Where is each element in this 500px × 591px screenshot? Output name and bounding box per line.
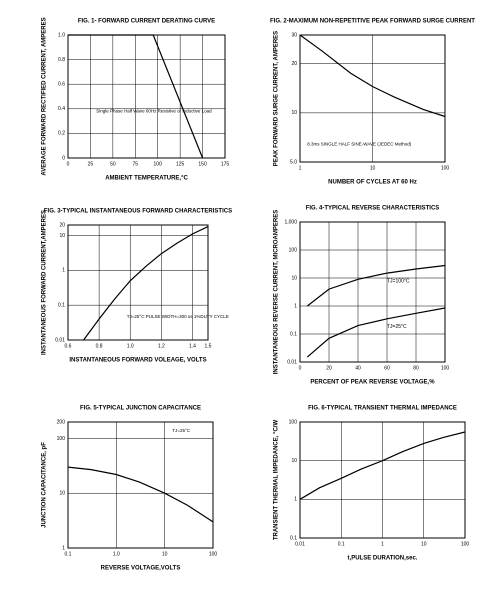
plot-frame — [299, 221, 446, 363]
x-tick-label: 1.5 — [205, 343, 212, 349]
y-tick-label: 10 — [59, 233, 65, 239]
y-tick-label: 0.1 — [58, 302, 65, 308]
y-tick-label: 1 — [294, 303, 297, 309]
x-tick-label: 1.0 — [127, 343, 134, 349]
x-tick-label: 100 — [209, 551, 218, 557]
x-tick-label: 60 — [384, 365, 390, 371]
x-tick-label: 100 — [154, 161, 163, 167]
x-tick-label: 20 — [326, 365, 332, 371]
y-tick-label: 0.4 — [58, 106, 65, 112]
x-tick-label: 0.1 — [65, 551, 72, 557]
x-tick-label: 0.01 — [295, 541, 305, 547]
y-axis-label: INSTANTANEOUS FORWARD CURRENT,AMPERES — [42, 210, 48, 355]
chart-title: FIG. 5-TYPICAL JUNCTION CAPACITANCE — [80, 406, 201, 412]
x-tick-label: 175 — [221, 161, 230, 167]
y-tick-label: 100 — [289, 419, 298, 425]
x-tick-label: 1 — [299, 165, 302, 171]
annotation: Single Phase Half Wave 60Hz Resistive or… — [96, 108, 212, 113]
y-tick-label: 200 — [57, 419, 66, 425]
y-tick-label: 0.1 — [290, 535, 297, 541]
x-tick-label: 100 — [441, 365, 450, 371]
x-tick-label: 0 — [67, 161, 70, 167]
y-tick-label: 5.0 — [290, 159, 297, 165]
plot-frame — [67, 421, 214, 549]
y-tick-label: 0.1 — [290, 331, 297, 337]
x-tick-label: 0 — [299, 365, 302, 371]
curve — [83, 226, 209, 341]
x-tick-label: 10 — [370, 165, 376, 171]
x-tick-label: 0.8 — [96, 343, 103, 349]
y-tick-label: 0.01 — [55, 337, 65, 343]
y-axis-label: JUNCTION CAPACITANCE, pF — [42, 442, 48, 528]
curve — [299, 431, 466, 500]
y-tick-label: 100 — [57, 436, 66, 442]
y-tick-label: 20 — [59, 222, 65, 228]
curve — [67, 466, 214, 523]
plot-frame — [67, 34, 226, 159]
chart-title: FIG. 1- FORWARD CURRENT DERATING CURVE — [78, 19, 215, 25]
x-tick-label: 1.2 — [158, 343, 165, 349]
plot-frame — [67, 224, 209, 341]
x-tick-label: 1.0 — [113, 551, 120, 557]
y-tick-label: 10 — [59, 491, 65, 497]
annotation: 8.3ms SINGLE HALF SINE-WAVE (JEDEC Metho… — [307, 141, 412, 146]
curve — [306, 307, 446, 358]
x-tick-label: 100 — [441, 165, 450, 171]
chart-title: FIG. 3-TYPICAL INSTANTANEOUS FORWARD CHA… — [44, 209, 232, 215]
y-tick-label: 20 — [291, 61, 297, 67]
x-tick-label: 125 — [176, 161, 185, 167]
y-tick-label: 1 — [62, 268, 65, 274]
chart-title: FIG. 4-TYPICAL REVERSE CHARACTERISTICS — [306, 206, 440, 212]
chart-title: FIG. 6-TYPICAL TRANSIENT THERMAL IMPEDAN… — [308, 406, 457, 412]
x-tick-label: 10 — [162, 551, 168, 557]
x-tick-label: 80 — [413, 365, 419, 371]
y-tick-label: 30 — [291, 32, 297, 38]
annotation: TJ=25°C PULSE WIDTH=300 us 1%DUTY CYCLE — [127, 314, 229, 319]
y-tick-label: 10 — [291, 458, 297, 464]
curve-label: TJ=25°C — [387, 324, 407, 330]
x-tick-label: 100 — [461, 541, 470, 547]
y-axis-label: AVERAGE FORWARD RECTIFIED CURRENT, AMPER… — [42, 17, 48, 175]
chart-title: FIG. 2-MAXIMUM NON-REPETITIVE PEAK FORWA… — [270, 19, 475, 25]
y-axis-label: PEAK FORWARD SURGE CURRENT, AMPERES — [274, 31, 280, 166]
y-axis-label: INSTANTANEOUS REVERSE CURRENT, MICROAMPE… — [274, 210, 280, 374]
curve-label: TJ=100°C — [387, 278, 410, 284]
x-tick-label: 1.4 — [189, 343, 196, 349]
x-tick-label: 1 — [381, 541, 384, 547]
x-axis-label: REVERSE VOLTAGE,VOLTS — [101, 566, 181, 572]
x-tick-label: 0.6 — [65, 343, 72, 349]
y-tick-label: 0.01 — [287, 359, 297, 365]
y-tick-label: 10 — [291, 275, 297, 281]
x-tick-label: 150 — [198, 161, 207, 167]
y-tick-label: 0.2 — [58, 131, 65, 137]
y-tick-label: 1 — [62, 545, 65, 551]
x-axis-label: INSTANTANEOUS FORWARD VOLEAGE, VOLTS — [69, 358, 206, 364]
x-axis-label: AMBIENT TEMPERATURE,°C — [105, 176, 188, 182]
y-tick-label: 1.0 — [58, 32, 65, 38]
x-tick-label: 50 — [110, 161, 116, 167]
y-tick-label: 10 — [291, 110, 297, 116]
y-tick-label: 100 — [289, 247, 298, 253]
x-tick-label: 25 — [88, 161, 94, 167]
y-tick-label: 0.8 — [58, 57, 65, 63]
curve — [306, 264, 446, 307]
curve — [68, 34, 204, 159]
y-tick-label: 0 — [62, 155, 65, 161]
x-tick-label: 75 — [133, 161, 139, 167]
x-axis-label: NUMBER OF CYCLES AT 60 Hz — [328, 180, 417, 186]
x-tick-label: 10 — [421, 541, 427, 547]
x-tick-label: 0.1 — [338, 541, 345, 547]
x-tick-label: 40 — [355, 365, 361, 371]
y-tick-label: 1,000 — [284, 219, 297, 225]
x-axis-label: PERCENT OF PEAK REVERSE VOLTAGE,% — [310, 380, 435, 386]
y-axis-label: TRANSIENT THERMAL IMPEDANCE, °C/W — [274, 420, 280, 541]
y-tick-label: 1 — [294, 497, 297, 503]
x-axis-label: t,PULSE DURATION,sec. — [348, 556, 418, 562]
annotation: TJ=25°C — [172, 428, 190, 433]
curve — [299, 34, 446, 118]
y-tick-label: 0.6 — [58, 82, 65, 88]
